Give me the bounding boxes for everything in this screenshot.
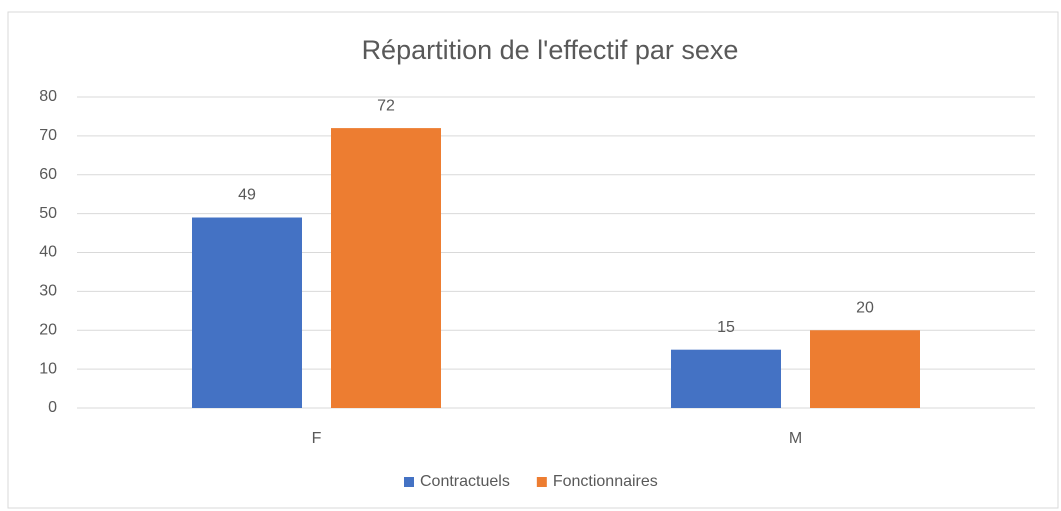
legend-swatch xyxy=(536,477,547,487)
y-tick-label: 30 xyxy=(39,283,57,300)
x-tick-label: F xyxy=(312,430,322,447)
y-tick-label: 70 xyxy=(39,127,57,144)
bar xyxy=(331,128,441,408)
y-tick-label: 0 xyxy=(48,399,57,416)
data-label: 49 xyxy=(238,187,256,204)
bar xyxy=(810,330,920,408)
chart-border xyxy=(7,11,1059,509)
y-tick-label: 60 xyxy=(39,166,57,183)
y-tick-label: 40 xyxy=(39,244,57,261)
y-tick-label: 50 xyxy=(39,205,57,222)
legend-label: Contractuels xyxy=(420,473,510,490)
data-label: 72 xyxy=(377,97,395,114)
x-tick-label: M xyxy=(789,430,802,447)
y-tick-label: 20 xyxy=(39,321,57,338)
y-tick-label: 80 xyxy=(39,88,57,105)
bar xyxy=(671,349,781,408)
y-tick-label: 10 xyxy=(39,360,57,377)
legend-label: Fonctionnaires xyxy=(553,473,658,490)
legend-swatch xyxy=(404,477,414,487)
bar xyxy=(192,217,302,408)
data-label: 15 xyxy=(717,319,735,336)
data-label: 20 xyxy=(856,299,874,316)
chart-title: Répartition de l'effectif par sexe xyxy=(362,35,739,65)
